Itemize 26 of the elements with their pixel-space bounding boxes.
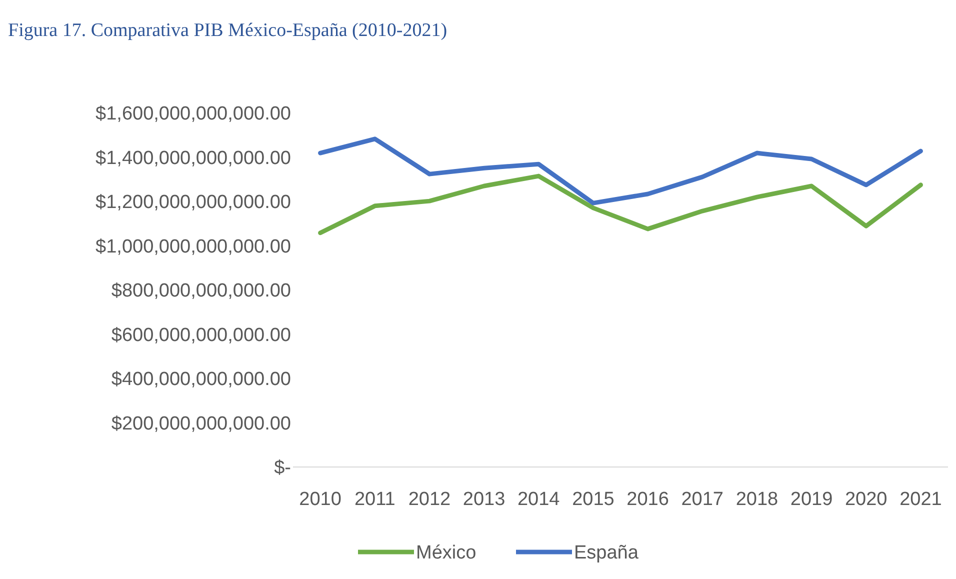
legend-label: México bbox=[416, 542, 476, 564]
y-tick-label: $1,000,000,000,000.00 bbox=[96, 236, 291, 258]
y-tick-label: $1,400,000,000,000.00 bbox=[96, 148, 291, 169]
x-tick-label: 2012 bbox=[408, 489, 451, 510]
line-series bbox=[318, 174, 923, 236]
x-tick-label: 2014 bbox=[517, 489, 560, 510]
x-tick-label: 2019 bbox=[790, 489, 833, 510]
x-tick-label: 2018 bbox=[736, 489, 778, 510]
x-tick-label: 2017 bbox=[681, 489, 724, 510]
x-tick-label: 2011 bbox=[354, 489, 396, 510]
y-tick-label: $- bbox=[274, 458, 291, 479]
legend-label: España bbox=[574, 542, 639, 564]
x-tick-label: 2016 bbox=[626, 489, 669, 510]
y-tick-label: $1,200,000,000,000.00 bbox=[96, 192, 291, 214]
x-tick-label: 2020 bbox=[844, 489, 888, 510]
y-tick-label: $200,000,000,000.00 bbox=[111, 413, 291, 434]
line-series bbox=[318, 136, 923, 206]
y-tick-label: $800,000,000,000.00 bbox=[111, 280, 291, 302]
y-tick-label: $600,000,000,000.00 bbox=[111, 324, 291, 346]
x-tick-label: 2013 bbox=[462, 489, 506, 510]
chart-title: Figura 17. Comparativa PIB México-España (2010-2021) bbox=[8, 20, 448, 41]
x-tick-label: 2015 bbox=[572, 489, 614, 510]
y-tick-label: $1,600,000,000,000.00 bbox=[96, 104, 291, 125]
x-tick-label: 2021 bbox=[900, 489, 942, 510]
x-tick-label: 2010 bbox=[299, 489, 342, 510]
y-tick-label: $400,000,000,000.00 bbox=[111, 369, 291, 390]
